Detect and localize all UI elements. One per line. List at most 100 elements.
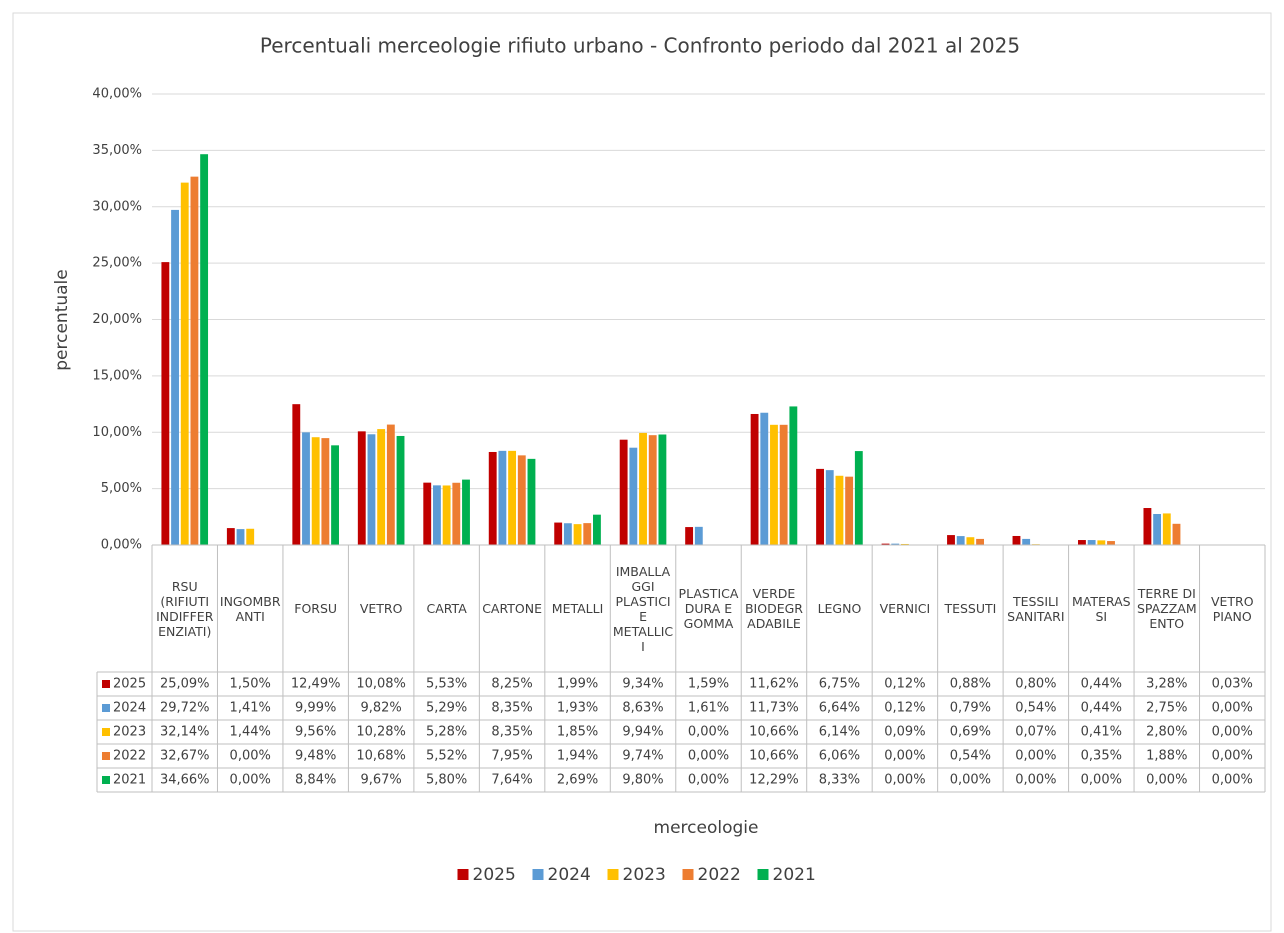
y-axis-title: percentuale	[52, 269, 72, 371]
bar	[246, 528, 255, 545]
table-cell: 1,93%	[557, 701, 598, 716]
bar	[750, 413, 759, 545]
category-label: TESSUTI	[944, 601, 997, 616]
bar	[1107, 541, 1115, 545]
legend-key	[102, 752, 110, 760]
legend-key	[457, 869, 469, 880]
legend-key	[532, 869, 544, 880]
bar	[367, 434, 376, 545]
bar	[685, 527, 694, 545]
bar	[1097, 540, 1106, 545]
table-cell: 0,88%	[950, 677, 991, 692]
table-cell: 0,41%	[1081, 725, 1122, 740]
table-cell: 8,63%	[622, 701, 663, 716]
table-cell: 0,03%	[1212, 677, 1253, 692]
category-label: VERNICI	[879, 601, 931, 616]
category-label: TESSILI SANITARI	[1007, 593, 1065, 624]
y-tick-label: 20,00%	[92, 312, 142, 327]
category-label: CARTA	[426, 601, 467, 616]
table-cell: 0,12%	[884, 701, 925, 716]
table-cell: 0,00%	[688, 725, 729, 740]
table-cell: 0,00%	[688, 749, 729, 764]
x-axis-title: merceologie	[654, 818, 759, 838]
table-cell: 9,56%	[295, 725, 336, 740]
table-cell: 10,68%	[356, 749, 406, 764]
bar	[190, 176, 199, 545]
legend-key	[757, 869, 769, 880]
legend-label: 2025	[473, 865, 516, 885]
table-cell: 0,00%	[1212, 749, 1253, 764]
table-cell: 0,00%	[950, 773, 991, 788]
table-cell: 0,69%	[950, 725, 991, 740]
table-cell: 0,09%	[884, 725, 925, 740]
bar	[1087, 540, 1096, 545]
bar	[302, 432, 310, 545]
bar	[171, 209, 179, 546]
table-cell: 9,34%	[622, 677, 663, 692]
table-cell: 10,08%	[356, 677, 406, 692]
bar	[1153, 513, 1162, 545]
table-series-name: 2022	[113, 749, 146, 764]
table-cell: 5,53%	[426, 677, 467, 692]
category-label: VERDE BIODEGRADABILE	[744, 586, 803, 631]
bar	[554, 522, 563, 545]
table-cell: 0,44%	[1081, 677, 1122, 692]
table-cell: 1,44%	[230, 725, 271, 740]
legend-key	[102, 728, 110, 736]
legend-key	[102, 776, 110, 784]
category-label: FORSU	[294, 601, 338, 616]
bar	[845, 476, 854, 545]
table-cell: 1,59%	[688, 677, 729, 692]
table-cell: 8,84%	[295, 773, 336, 788]
table-cell: 0,35%	[1081, 749, 1122, 764]
category-label: VETRO	[359, 601, 403, 616]
y-tick-label: 40,00%	[92, 87, 142, 102]
table-cell: 9,80%	[622, 773, 663, 788]
table-cell: 0,80%	[1015, 677, 1056, 692]
bar	[432, 485, 441, 545]
table-cell: 0,00%	[884, 773, 925, 788]
table-cell: 1,99%	[557, 677, 598, 692]
category-label: RSU (RIFIUTI INDIFFERENZIATI)	[156, 578, 214, 639]
table-cell: 1,41%	[230, 701, 271, 716]
table-cell: 0,00%	[230, 773, 271, 788]
category-label: CARTONE	[482, 601, 542, 616]
bar	[956, 536, 965, 545]
table-cell: 11,62%	[749, 677, 799, 692]
table-cell: 2,80%	[1146, 725, 1187, 740]
category-label: IMBALLAGGI PLASTICI E METALLICI	[612, 563, 674, 654]
table-series-name: 2023	[113, 725, 146, 740]
bar	[779, 424, 788, 545]
chart-title: Percentuali merceologie rifiuto urbano -…	[260, 34, 1020, 58]
y-tick-label: 25,00%	[92, 256, 142, 271]
bar	[629, 447, 638, 545]
table-cell: 32,14%	[160, 725, 210, 740]
bar	[789, 406, 798, 545]
legend-key	[102, 680, 110, 688]
table-series-name: 2025	[113, 677, 146, 692]
table-cell: 6,64%	[819, 701, 860, 716]
table-cell: 0,00%	[688, 773, 729, 788]
bar	[423, 482, 432, 545]
table-cell: 11,73%	[749, 701, 799, 716]
bar	[816, 468, 824, 545]
legend-label: 2022	[698, 865, 741, 885]
bar	[331, 445, 339, 545]
category-label: TERRE DI SPAZZAMENTO	[1136, 586, 1197, 631]
table-cell: 9,67%	[360, 773, 401, 788]
table-cell: 0,12%	[884, 677, 925, 692]
table-cell: 10,66%	[749, 725, 799, 740]
bar	[760, 412, 769, 545]
table-cell: 0,00%	[1081, 773, 1122, 788]
table-cell: 0,54%	[1015, 701, 1056, 716]
bar	[442, 485, 451, 545]
category-label: INGOMBRANTI	[219, 593, 281, 624]
y-tick-label: 5,00%	[101, 481, 142, 496]
bar	[770, 424, 778, 545]
bar	[1012, 535, 1021, 545]
table-cell: 0,00%	[884, 749, 925, 764]
table-cell: 7,95%	[491, 749, 532, 764]
table-cell: 6,06%	[819, 749, 860, 764]
table-cell: 9,94%	[622, 725, 663, 740]
bar	[891, 543, 900, 545]
